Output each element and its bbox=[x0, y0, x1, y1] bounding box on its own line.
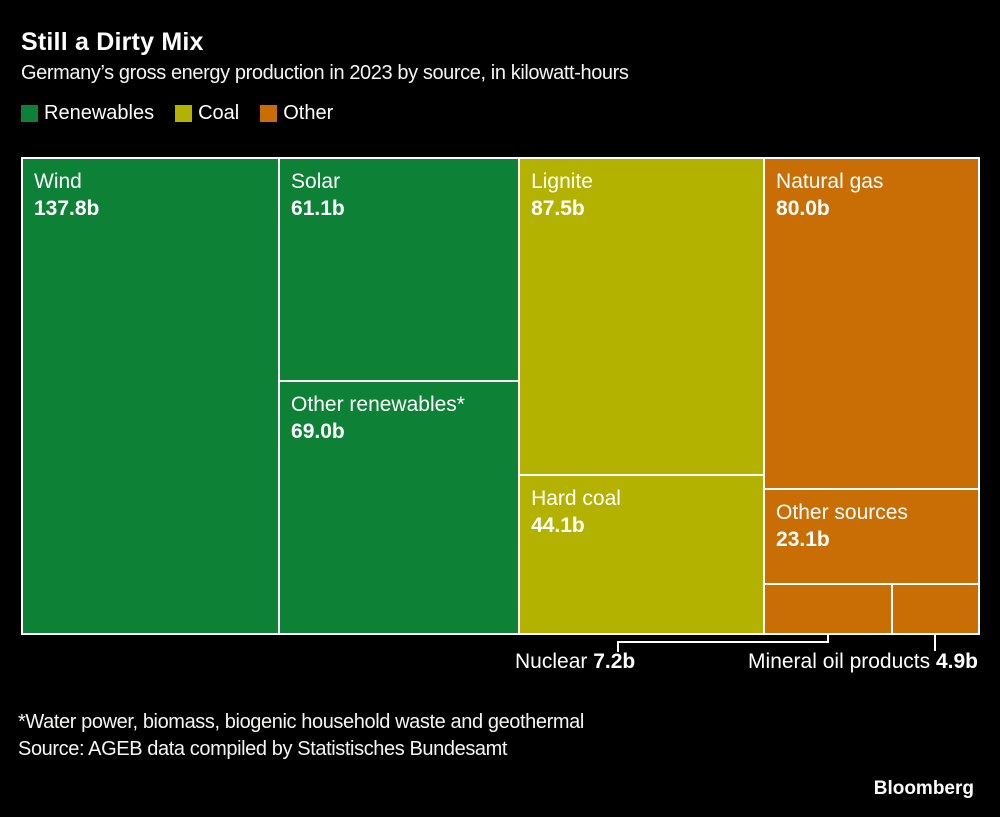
coal-swatch-icon bbox=[175, 105, 193, 122]
legend-item-other: Other bbox=[260, 102, 333, 125]
legend-label: Coal bbox=[198, 102, 240, 124]
cell-label: Other renewables* bbox=[291, 393, 465, 417]
cell-value: 87.5b bbox=[531, 197, 585, 220]
treemap-cell-other-renewables: Other renewables* 69.0b bbox=[279, 381, 520, 634]
treemap-cell-solar: Solar 61.1b bbox=[279, 158, 520, 382]
cell-value: 23.1b bbox=[776, 527, 830, 551]
cell-value: 44.1b bbox=[531, 513, 585, 537]
treemap-cell-wind: Wind 137.8b bbox=[22, 158, 280, 634]
callout-value: 4.9b bbox=[935, 650, 978, 673]
cell-label: Natural gas bbox=[776, 170, 884, 193]
chart-subtitle: Germany’s gross energy production in 202… bbox=[21, 62, 629, 84]
callout-text: Mineral oil products bbox=[748, 650, 931, 673]
cell-label: Lignite bbox=[531, 170, 593, 193]
legend-item-renewables: Renewables bbox=[21, 102, 154, 125]
nuclear-callout-line-label-tick bbox=[617, 641, 619, 652]
treemap-cell-lignite: Lignite 87.5b bbox=[519, 158, 765, 475]
treemap-cell-other-sources: Other sources 23.1b bbox=[764, 488, 979, 584]
footnotes: *Water power, biomass, biogenic househol… bbox=[18, 709, 584, 763]
nuclear-callout-line-horizontal bbox=[617, 641, 829, 643]
cell-value: 61.1b bbox=[291, 197, 345, 220]
footnote-text: *Water power, biomass, biogenic househol… bbox=[18, 711, 584, 733]
treemap-cell-nuclear bbox=[764, 583, 893, 634]
cell-label: Solar bbox=[291, 170, 341, 193]
source-text: Source: AGEB data compiled by Statistisc… bbox=[18, 738, 508, 760]
legend-label: Renewables bbox=[44, 102, 155, 124]
legend: Renewables Coal Other bbox=[21, 102, 333, 125]
cell-value: 80.0b bbox=[776, 197, 830, 220]
legend-item-coal: Coal bbox=[175, 102, 239, 125]
cell-label: Hard coal bbox=[531, 486, 621, 510]
nuclear-callout-line-cell-tick bbox=[827, 634, 829, 643]
other-swatch-icon bbox=[260, 105, 278, 122]
treemap-chart: Wind 137.8b Solar 61.1b Other renewables… bbox=[21, 157, 980, 635]
treemap-cell-hard-coal: Hard coal 44.1b bbox=[519, 474, 765, 634]
page-title: Still a Dirty Mix bbox=[21, 28, 204, 56]
renewables-swatch-icon bbox=[21, 105, 38, 122]
mineral-oil-callout-label: Mineral oil products 4.9b bbox=[748, 650, 978, 674]
cell-value: 69.0b bbox=[291, 420, 345, 444]
cell-value: 137.8b bbox=[34, 197, 100, 220]
nuclear-callout-label: Nuclear 7.2b bbox=[515, 650, 635, 674]
treemap-cell-mineral-oil bbox=[892, 583, 979, 634]
cell-label: Wind bbox=[34, 170, 82, 193]
cell-label: Other sources bbox=[776, 500, 908, 524]
callout-text: Nuclear bbox=[515, 650, 588, 673]
treemap-cell-natural-gas: Natural gas 80.0b bbox=[764, 158, 979, 489]
mineral-oil-callout-line bbox=[934, 634, 936, 651]
bloomberg-logo: Bloomberg bbox=[873, 778, 974, 799]
callout-value: 7.2b bbox=[593, 650, 636, 673]
legend-label: Other bbox=[283, 102, 334, 124]
